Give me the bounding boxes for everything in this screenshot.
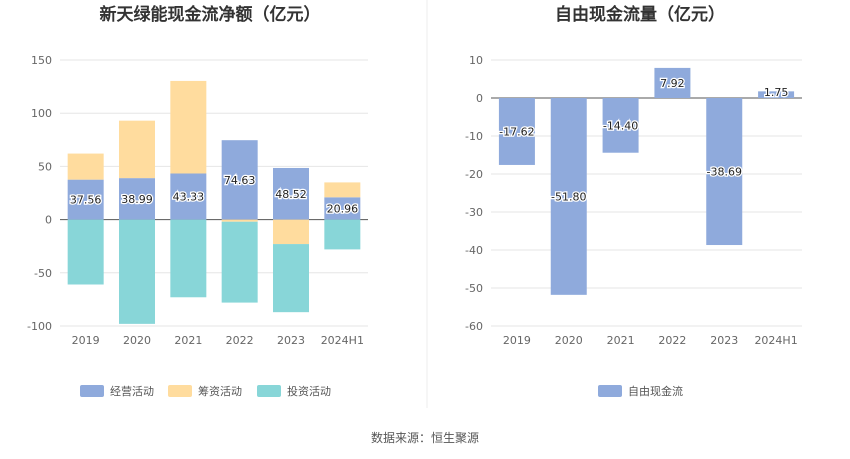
bar-primary [602,98,639,153]
data-label: 38.99 [121,193,153,206]
y-tick-label: 0 [45,214,52,227]
y-tick-label: -20 [465,168,483,181]
bar-primary [550,98,587,295]
x-tick-label: 2019 [72,334,100,347]
y-tick-label: -30 [465,206,483,219]
data-label: -38.69 [707,166,742,179]
bar-series-2 [119,219,155,324]
bar-series-2 [67,219,104,285]
bar-primary [758,91,795,98]
legend-swatch [598,385,622,397]
x-tick-label: 2023 [710,334,738,347]
legend-label: 投资活动 [287,384,331,398]
bar-series-1 [67,153,104,180]
y-tick-label: 50 [38,160,52,173]
x-tick-label: 2024H1 [321,334,364,347]
bar-primary [324,197,361,220]
source-note: 数据来源：恒生聚源 [371,430,479,445]
data-label: 7.92 [660,77,685,90]
bar-primary [273,167,309,220]
bar-series-1 [170,80,207,174]
free-cash-flow-chart: 自由现金流量（亿元） 10 0 -10 -20 -30 -40 -50 -60 2019 2020 2… [465,4,802,398]
data-label: 1.75 [764,86,789,99]
x-tick-label: 2019 [503,334,531,347]
bar-series-2 [324,219,361,250]
legend-label: 自由现金流 [628,384,683,398]
y-tick-label: -50 [465,282,483,295]
y-tick-label: -40 [465,244,483,257]
bar-series-2 [221,221,258,303]
legend-swatch [80,385,104,397]
y-tick-label: 150 [31,54,52,67]
data-label: 48.52 [275,188,307,201]
data-label: -17.62 [499,125,534,138]
bar-series-1 [324,182,361,198]
y-tick-label: 10 [469,54,483,67]
x-tick-label: 2022 [658,334,686,347]
legend-swatch [168,385,192,397]
bar-primary [498,98,535,165]
chart-title: 自由现金流量（亿元） [555,4,725,25]
x-tick-label: 2021 [174,334,202,347]
data-label: 37.56 [70,194,102,207]
x-tick-label: 2024H1 [754,334,797,347]
cash-flow-net-chart: 新天绿能现金流净额（亿元） 150 100 50 0 -50 -100 2019 2020 202… [27,4,368,398]
bar-primary [119,178,155,220]
legend-label: 经营活动 [110,384,154,398]
bar-primary [706,98,743,246]
data-label: 20.96 [327,202,359,215]
y-tick-label: -100 [27,320,52,333]
y-tick-label: -60 [465,320,483,333]
bar-primary [654,67,691,98]
data-label: -51.80 [551,190,586,203]
data-label: 74.63 [224,174,256,187]
x-tick-label: 2022 [226,334,254,347]
x-tick-label: 2020 [555,334,583,347]
bar-series-1 [221,219,258,222]
bar-series-1 [273,219,309,245]
data-label: -14.40 [603,119,638,132]
bar-primary [67,179,104,220]
y-tick-label: -50 [34,267,52,280]
data-label: 43.33 [173,191,205,204]
bar-primary [221,140,258,220]
y-tick-label: -10 [465,130,483,143]
legend-label: 筹资活动 [198,384,242,398]
y-tick-label: 0 [476,92,483,105]
chart-title: 新天绿能现金流净额（亿元） [100,4,321,25]
x-tick-label: 2023 [277,334,305,347]
bar-series-1 [119,120,155,179]
legend-swatch [257,385,281,397]
bar-primary [170,173,207,220]
y-tick-label: 100 [31,107,52,120]
x-tick-label: 2021 [607,334,635,347]
x-tick-label: 2020 [123,334,151,347]
bar-series-2 [273,244,309,313]
bar-series-2 [170,219,207,298]
